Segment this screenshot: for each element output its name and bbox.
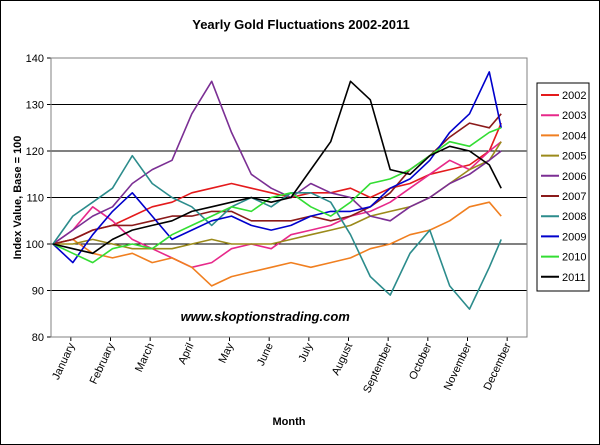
y-tick-label: 100	[26, 239, 44, 251]
legend-item-label: 2004	[562, 130, 586, 142]
x-tick-label: January	[50, 341, 78, 382]
y-tick-label: 110	[26, 193, 44, 205]
x-tick-label: November	[442, 341, 474, 392]
y-axis-title: Index Value, Base = 100	[12, 136, 24, 260]
legend-item-label: 2010	[562, 252, 586, 264]
x-tick-label: May	[217, 341, 237, 365]
x-tick-label: February	[88, 341, 118, 386]
y-tick-label: 120	[26, 146, 44, 158]
y-tick-label: 130	[26, 100, 44, 112]
x-tick-label: March	[133, 341, 157, 374]
series-line-2011	[52, 80, 502, 255]
x-tick-label: April	[176, 341, 196, 366]
x-tick-label: December	[482, 341, 514, 392]
legend-item-label: 2008	[562, 211, 586, 223]
series-line-2006	[52, 80, 502, 245]
legend-item-label: 2011	[562, 272, 586, 284]
x-tick-label: September	[361, 341, 395, 395]
plot-border	[50, 57, 528, 338]
chart-annotation: www.skoptionstrading.com	[181, 309, 351, 324]
y-tick-label: 90	[32, 286, 44, 298]
x-tick-label: June	[255, 341, 276, 368]
legend-item-label: 2009	[562, 231, 586, 243]
x-tick-label: October	[407, 341, 435, 382]
legend-item-label: 2007	[562, 191, 586, 203]
x-axis-title: Month	[273, 416, 306, 428]
x-tick-label: July	[296, 341, 315, 364]
legend: 2002 2003 2004 2005 2006 2007 2008 2009 2010 2011	[536, 82, 590, 292]
legend-item-label: 2002	[562, 90, 586, 102]
series-line-2004	[52, 201, 502, 287]
series-line-2009	[52, 71, 502, 264]
x-tick-label: August	[330, 341, 355, 377]
legend-item-label: 2005	[562, 151, 586, 163]
y-tick-label: 140	[26, 53, 44, 65]
legend-item-label: 2006	[562, 171, 586, 183]
y-tick-label: 80	[32, 332, 44, 344]
chart-title: Yearly Gold Fluctuations 2002-2011	[192, 17, 409, 32]
legend-item-label: 2003	[562, 110, 586, 122]
